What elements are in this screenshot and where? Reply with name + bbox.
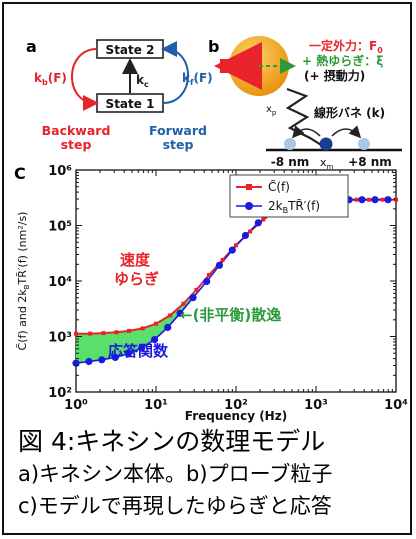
- panel-c-letter: C: [14, 164, 26, 183]
- force-text-2: + 熱ゆらぎ：ξ: [302, 53, 383, 68]
- kf-label: kf(F): [182, 71, 213, 87]
- figure-caption: 図 4:キネシンの数理モデル a)キネシン本体。b)プローブ粒子 c)モデルで再…: [18, 426, 412, 522]
- annotation-fluctuation-1: 速度: [120, 251, 151, 269]
- red-data-point: [207, 273, 211, 277]
- forward-arrow: [161, 41, 189, 104]
- red-data-point: [367, 197, 371, 202]
- state-1-label: State 1: [106, 97, 155, 111]
- blue-data-point: [189, 294, 197, 302]
- minus-8nm-label: -8 nm: [271, 155, 310, 169]
- forward-step-line2: step: [163, 137, 194, 152]
- blue-data-point: [176, 309, 184, 317]
- blue-data-point: [72, 359, 80, 367]
- y-tick-label: 10⁵: [48, 220, 72, 235]
- site-center: [319, 137, 333, 151]
- panel-a: a State 2 State 1 kb(F) kc kf(F) Backwar…: [26, 37, 213, 152]
- y-tick-label: 10³: [48, 331, 72, 346]
- blue-data-point: [138, 344, 146, 352]
- blue-data-point: [164, 323, 172, 331]
- y-tick-label: 10⁶: [48, 164, 72, 179]
- y-tick-label: 10²: [48, 386, 72, 401]
- red-data-point: [248, 229, 253, 234]
- x-tick-label: 10⁴: [384, 398, 408, 413]
- panel-a-letter: a: [26, 37, 37, 56]
- red-data-point: [194, 287, 199, 292]
- blue-data-point: [98, 356, 106, 364]
- state-2-label: State 2: [106, 43, 155, 57]
- red-data-point: [354, 197, 359, 202]
- backward-arrow: [71, 48, 99, 111]
- plus-8nm-label: +8 nm: [348, 155, 392, 169]
- force-text-3: (+ 摂動力): [304, 68, 365, 83]
- linear-spring: [285, 87, 327, 149]
- blue-data-point: [384, 196, 392, 204]
- red-data-point: [168, 313, 173, 318]
- legend-blue-marker: [245, 202, 253, 210]
- site-minus: [284, 138, 296, 150]
- forward-step-line1: Forward: [149, 123, 207, 138]
- red-data-point: [220, 257, 225, 262]
- axis-ticks: [75, 169, 397, 393]
- hop-back-arrow: [292, 125, 321, 139]
- annotation-response: 応答関数: [108, 342, 169, 360]
- annotation-fluctuation-2: ゆらぎ: [114, 270, 159, 288]
- x-tick-label: 10¹: [144, 398, 168, 413]
- blue-data-point: [254, 219, 262, 227]
- x-axis-label: Frequency (Hz): [185, 409, 287, 423]
- force-text-1: 一定外力：F0: [309, 38, 383, 55]
- legend-blue-label: 2kBTR̃′(f): [268, 199, 320, 215]
- red-data-point: [101, 331, 106, 336]
- caption-line-c: c)モデルで再現したゆらぎと応答: [18, 494, 332, 518]
- blue-data-point: [111, 353, 119, 361]
- red-data-point: [127, 328, 131, 333]
- blue-data-point: [358, 196, 366, 204]
- caption-line-a-b: a)キネシン本体。b)プローブ粒子: [18, 462, 333, 486]
- red-data-point: [234, 243, 238, 248]
- force-arrow-head: [220, 59, 230, 73]
- blue-data-point: [371, 196, 379, 204]
- site-plus: [358, 138, 370, 150]
- axis-tick-labels: 10⁰ 10¹ 10² 10³ 10⁴ 10² 10³ 10⁴ 10⁵ 10⁶: [48, 164, 408, 413]
- blue-data-point: [228, 246, 236, 254]
- blue-data-point: [203, 277, 211, 286]
- hop-forward-arrow: [331, 125, 362, 139]
- kc-label: kc: [136, 73, 149, 89]
- xm-label: xm: [320, 156, 334, 171]
- legend-red-label: C̃(f): [268, 180, 290, 194]
- figure-frame: a State 2 State 1 kb(F) kc kf(F) Backwar…: [2, 2, 412, 535]
- xp-label: xp: [266, 104, 277, 117]
- blue-data-point: [85, 357, 93, 366]
- y-axis-label: C̃(f) and 2kBTR̃′(f) (nm²/s): [16, 212, 31, 351]
- blue-data-point: [151, 336, 159, 344]
- backward-step-line2: step: [61, 137, 92, 152]
- x-tick-label: 10²: [224, 398, 248, 413]
- annotation-dissipation: ←(非平衡)散逸: [180, 306, 281, 324]
- panel-b: b xp 一定外力：F0 + 熱ゆらぎ：ξ (+ 摂動力) 線形バネ (k) -…: [208, 36, 402, 171]
- red-data-point: [74, 331, 78, 336]
- red-data-point: [181, 301, 186, 306]
- x-tick-label: 10³: [304, 398, 328, 413]
- kb-label: kb(F): [34, 71, 67, 87]
- spring-label: 線形バネ (k): [314, 105, 385, 120]
- red-data-point: [380, 197, 385, 202]
- red-data-point: [394, 197, 398, 202]
- blue-data-point: [124, 350, 132, 358]
- red-data-point: [261, 217, 266, 222]
- x-tick-label: 10⁰: [64, 398, 88, 413]
- red-data-point: [140, 326, 145, 331]
- caption-title: 図 4:キネシンの数理モデル: [18, 427, 326, 456]
- legend-red-marker: [246, 184, 252, 190]
- red-data-point: [114, 330, 119, 335]
- figure-svg: a State 2 State 1 kb(F) kc kf(F) Backwar…: [14, 36, 408, 423]
- panel-c: C 10⁰ 10¹ 10² 10³ 10⁴ 10² 10³ 10⁴ 10⁵ 10⁶ C̃(f) a…: [14, 164, 408, 423]
- backward-step-line1: Backward: [42, 123, 111, 138]
- y-tick-label: 10⁴: [48, 275, 72, 290]
- blue-data-point: [215, 261, 223, 269]
- blue-data-point: [241, 231, 249, 240]
- dissipation-fill: [76, 289, 197, 364]
- legend-box: [229, 174, 349, 218]
- red-data-point: [88, 331, 93, 336]
- panel-b-letter: b: [208, 37, 219, 56]
- red-data-point: [154, 321, 158, 326]
